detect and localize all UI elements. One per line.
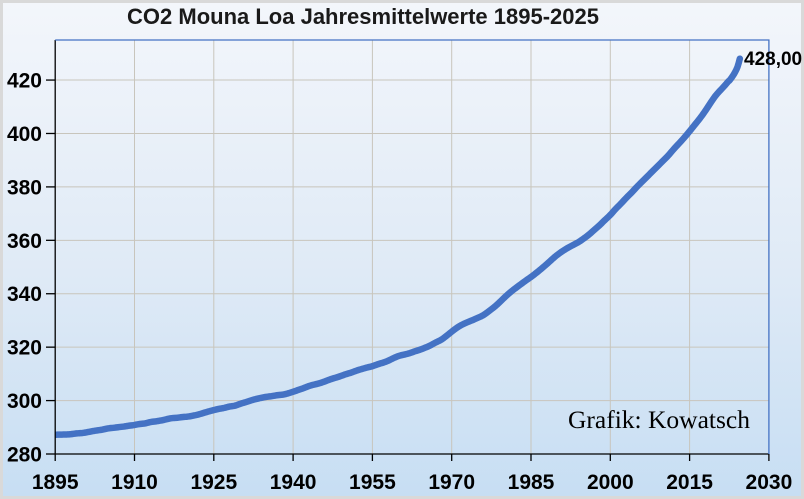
svg-text:320: 320 [7, 337, 42, 360]
svg-text:300: 300 [7, 390, 42, 413]
svg-text:Grafik: Kowatsch: Grafik: Kowatsch [568, 405, 750, 434]
svg-text:2000: 2000 [587, 471, 634, 494]
svg-text:400: 400 [7, 123, 42, 146]
svg-text:1985: 1985 [508, 471, 555, 494]
svg-text:2015: 2015 [666, 471, 713, 494]
svg-text:420: 420 [7, 70, 42, 93]
svg-text:380: 380 [7, 176, 42, 199]
svg-text:280: 280 [7, 443, 42, 466]
svg-text:1970: 1970 [428, 471, 475, 494]
svg-text:1940: 1940 [270, 471, 317, 494]
svg-text:1910: 1910 [111, 471, 158, 494]
svg-text:1955: 1955 [349, 471, 396, 494]
svg-text:1895: 1895 [32, 471, 79, 494]
svg-text:340: 340 [7, 283, 42, 306]
svg-text:2030: 2030 [746, 471, 793, 494]
svg-text:1925: 1925 [190, 471, 237, 494]
svg-text:360: 360 [7, 230, 42, 253]
svg-text:428,00: 428,00 [744, 49, 802, 70]
